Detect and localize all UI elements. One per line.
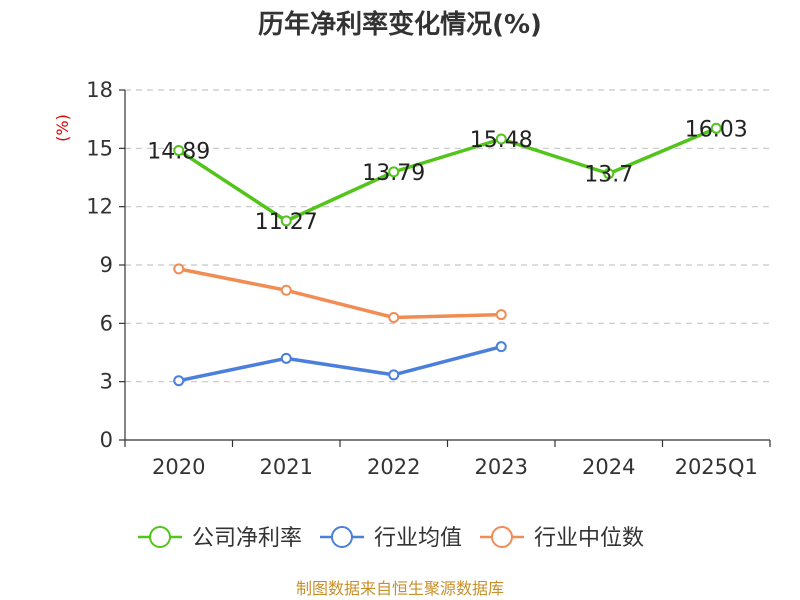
axes: 0 3 6 9 12 15 18 2020 2021 2022 2023 2024 2025Q1: [86, 78, 771, 479]
y-tick-label: 18: [86, 78, 113, 102]
data-point: [388, 166, 400, 178]
data-label: 13.7: [584, 163, 633, 188]
x-tick-label: 2023: [475, 455, 528, 479]
data-point: [173, 144, 185, 156]
y-axis-label: (%): [53, 114, 72, 142]
data-point: [280, 352, 292, 364]
data-label: 13.79: [362, 161, 425, 186]
x-tick-label: 2021: [260, 455, 313, 479]
data-label: 11.27: [255, 210, 318, 235]
x-tick-label: 2025Q1: [675, 455, 758, 479]
x-tick-label: 2022: [367, 455, 420, 479]
legend-item-2[interactable]: 行业中位数: [480, 526, 644, 551]
data-point: [495, 341, 507, 353]
y-tick-label: 12: [86, 195, 113, 219]
y-tick-label: 0: [100, 428, 113, 452]
data-point: [280, 284, 292, 296]
legend-label: 行业中位数: [534, 526, 644, 551]
legend-item-0[interactable]: 公司净利率: [138, 526, 302, 551]
chart-title: 历年净利率变化情况(%): [258, 9, 542, 40]
data-point: [495, 133, 507, 145]
data-point: [388, 369, 400, 381]
series-lines: [173, 122, 722, 387]
legend-item-1[interactable]: 行业均值: [320, 526, 462, 551]
data-labels: 14.89 11.27 13.79 15.48 13.7 16.03: [147, 117, 747, 235]
data-point: [280, 215, 292, 227]
series-line-0: [177, 126, 717, 223]
data-point: [388, 312, 400, 323]
series-line-1: [178, 344, 502, 383]
y-tick-label: 15: [86, 136, 113, 160]
legend-marker: [331, 526, 353, 548]
data-point: [603, 168, 615, 180]
source-note: 制图数据来自恒生聚源数据库: [296, 579, 504, 598]
y-tick-label: 6: [100, 311, 113, 335]
data-point: [173, 375, 185, 387]
y-tick-label: 3: [100, 370, 113, 394]
data-point: [710, 122, 722, 134]
data-point: [495, 309, 507, 321]
legend[interactable]: 公司净利率 行业均值 行业中位数: [138, 526, 644, 551]
series-line-2: [178, 267, 502, 320]
data-label: 16.03: [685, 117, 748, 142]
data-label: 15.48: [470, 128, 533, 153]
legend-label: 行业均值: [374, 526, 462, 551]
x-tick-label: 2024: [582, 455, 635, 479]
legend-label: 公司净利率: [192, 526, 302, 551]
grid-lines: [125, 89, 770, 383]
legend-marker: [491, 526, 513, 548]
y-tick-label: 9: [100, 253, 113, 277]
x-tick-label: 2020: [152, 455, 205, 479]
legend-marker: [149, 526, 171, 548]
data-point: [173, 263, 185, 275]
data-label: 14.89: [147, 139, 210, 164]
